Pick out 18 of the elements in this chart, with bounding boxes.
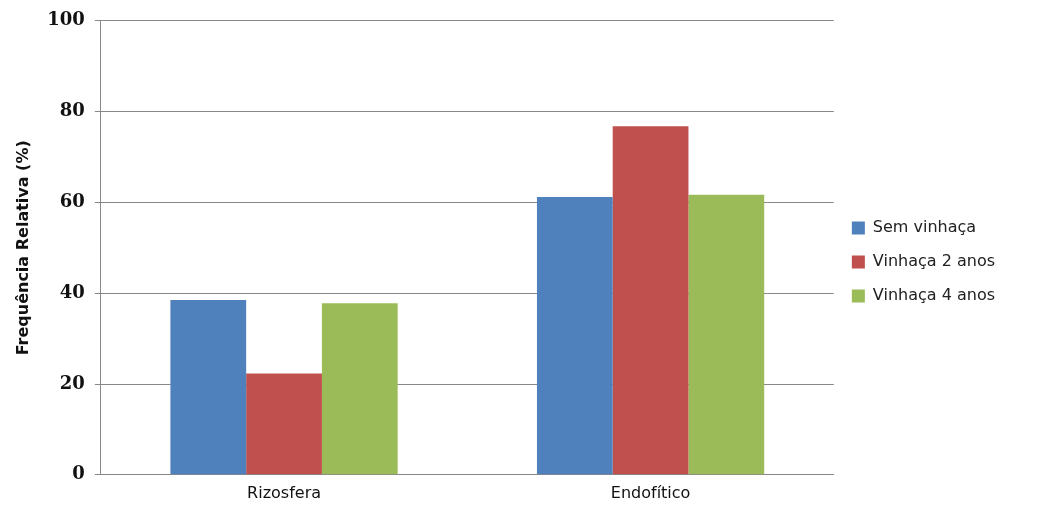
y-tick-label: 80	[59, 99, 85, 121]
y-axis-title: Frequência Relativa (%)	[12, 140, 32, 356]
legend-label: Vinhaça 2 anos	[872, 251, 996, 271]
bar	[321, 303, 398, 475]
y-tick-label: 0	[72, 462, 85, 484]
bar	[246, 373, 322, 475]
legend-label: Sem vinhaça	[872, 217, 977, 237]
bar	[536, 196, 613, 475]
bar	[612, 126, 689, 475]
bar	[688, 194, 765, 475]
x-tick-label: Endofítico	[610, 482, 691, 502]
x-tick-label: Rizosfera	[247, 482, 322, 502]
y-tick-label: 20	[59, 371, 85, 393]
bar	[170, 300, 247, 475]
legend-label: Vinhaça 4 anos	[872, 285, 996, 305]
y-tick-label: 60	[59, 190, 85, 212]
y-tick-label: 100	[47, 8, 85, 30]
y-tick-label: 40	[59, 280, 85, 302]
